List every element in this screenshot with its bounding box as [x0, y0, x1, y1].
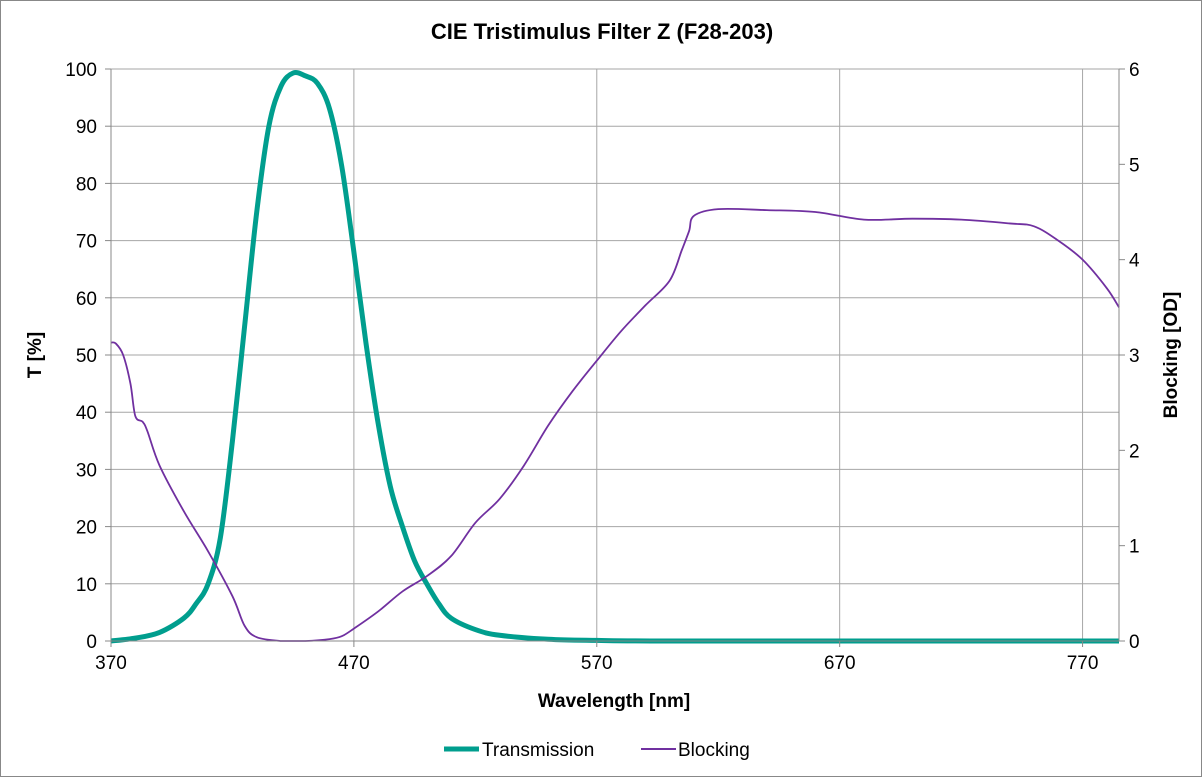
y2-tick-label: 2 [1129, 441, 1140, 462]
chart-title: CIE Tristimulus Filter Z (F28-203) [431, 19, 773, 44]
y-axis-label: T [%] [25, 332, 46, 378]
y2-tick-label: 0 [1129, 632, 1140, 653]
y-tick-label: 30 [76, 460, 97, 481]
y2-tick-label: 6 [1129, 60, 1140, 81]
y2-axis-label: Blocking [OD] [1161, 292, 1182, 419]
x-axis-label: Wavelength [nm] [538, 691, 690, 712]
y2-tick-label: 5 [1129, 155, 1140, 176]
y-tick-label: 100 [65, 60, 97, 81]
x-tick-label: 570 [581, 653, 613, 674]
x-tick-label: 370 [95, 653, 127, 674]
x-tick-label: 470 [338, 653, 370, 674]
series-line-blocking [110, 207, 1120, 642]
y-tick-label: 10 [76, 575, 97, 596]
legend-label-transmission: Transmission [482, 740, 594, 761]
y2-tick-label: 4 [1129, 251, 1140, 272]
y-tick-label: 50 [76, 346, 97, 367]
y-tick-label: 70 [76, 232, 97, 253]
x-tick-label: 670 [824, 653, 856, 674]
y-tick-label: 80 [76, 174, 97, 195]
y-tick-label: 90 [76, 117, 97, 138]
series-line-transmission [110, 69, 1119, 644]
y-tick-label: 0 [86, 632, 97, 653]
y-tick-label: 20 [76, 518, 97, 539]
x-tick-label: 770 [1067, 653, 1099, 674]
y-tick-label: 40 [76, 403, 97, 424]
y2-tick-label: 3 [1129, 346, 1140, 367]
legend: Transmission Blocking [444, 740, 750, 761]
legend-label-blocking: Blocking [678, 740, 750, 761]
y-tick-label: 60 [76, 289, 97, 310]
y2-tick-label: 1 [1129, 537, 1140, 558]
